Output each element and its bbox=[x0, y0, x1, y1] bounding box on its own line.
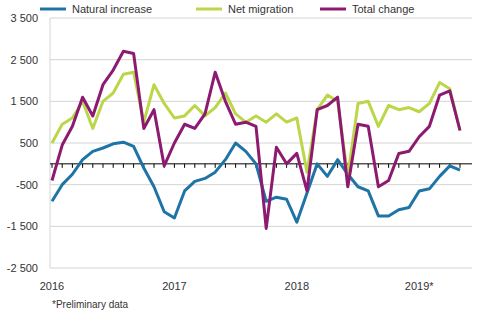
x-tick bbox=[225, 164, 226, 168]
x-tick bbox=[215, 164, 216, 168]
x-tick bbox=[276, 164, 277, 168]
x-tick bbox=[235, 164, 236, 168]
grid-line bbox=[50, 268, 472, 269]
legend-label: Total change bbox=[352, 3, 414, 15]
note: *Preliminary data bbox=[52, 299, 129, 310]
x-tick bbox=[92, 164, 93, 168]
series-line bbox=[52, 72, 460, 176]
grid-line bbox=[50, 59, 472, 60]
x-tick bbox=[429, 164, 430, 168]
chart: 3 500 2 500 1 500 500 -500 -1 500 -2 5002016 20… bbox=[0, 0, 491, 319]
x-tick bbox=[205, 164, 206, 168]
x-tick bbox=[123, 164, 124, 168]
x-tick bbox=[113, 164, 114, 168]
x-tick bbox=[337, 164, 338, 168]
grid-line bbox=[50, 226, 472, 227]
legend-label: Natural increase bbox=[72, 3, 152, 15]
x-tick bbox=[439, 164, 440, 168]
y-range-line bbox=[50, 18, 51, 268]
y-tick-label: -500 bbox=[16, 179, 38, 191]
series-line bbox=[52, 51, 460, 228]
legend-swatch bbox=[320, 8, 346, 11]
grid-line bbox=[50, 101, 472, 102]
x-tick bbox=[154, 164, 155, 168]
x-tick bbox=[266, 164, 267, 168]
x-tick bbox=[133, 164, 134, 168]
grid-line bbox=[50, 18, 472, 19]
x-tick-label: 2016 bbox=[40, 280, 64, 292]
y-tick-label: -2 500 bbox=[7, 262, 38, 274]
x-tick-label: 2019* bbox=[405, 280, 434, 292]
x-tick-label: 2018 bbox=[285, 280, 309, 292]
x-tick bbox=[194, 164, 195, 168]
x-tick bbox=[368, 164, 369, 168]
x-tick bbox=[460, 164, 461, 168]
x-tick bbox=[358, 164, 359, 168]
series-group bbox=[52, 51, 460, 228]
legend-swatch bbox=[196, 8, 222, 11]
x-tick bbox=[52, 164, 53, 168]
legend-label: Net migration bbox=[228, 3, 293, 15]
x-tick bbox=[82, 164, 83, 168]
y-tick-label: 500 bbox=[20, 137, 38, 149]
y-tick-label: 1 500 bbox=[10, 95, 38, 107]
x-tick bbox=[62, 164, 63, 168]
x-tick bbox=[398, 164, 399, 168]
x-tick bbox=[327, 164, 328, 168]
x-tick bbox=[103, 164, 104, 168]
x-tick bbox=[184, 164, 185, 168]
y-tick-label: 2 500 bbox=[10, 54, 38, 66]
x-tick bbox=[409, 164, 410, 168]
x-tick bbox=[72, 164, 73, 168]
y-tick-label: 3 500 bbox=[10, 12, 38, 24]
x-tick bbox=[419, 164, 420, 168]
x-tick-label: 2017 bbox=[162, 280, 186, 292]
x-tick bbox=[378, 164, 379, 168]
x-tick bbox=[388, 164, 389, 168]
x-tick bbox=[245, 164, 246, 168]
x-tick bbox=[296, 164, 297, 168]
legend-swatch bbox=[40, 8, 66, 11]
y-tick-label: -1 500 bbox=[7, 220, 38, 232]
x-tick bbox=[174, 164, 175, 168]
